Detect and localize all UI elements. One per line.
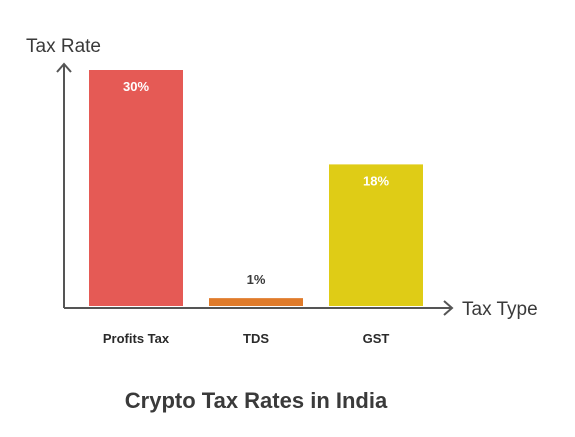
- value-labels: 30% 1% 18%: [123, 79, 389, 287]
- category-label: Profits Tax: [103, 331, 170, 346]
- chart-title: Crypto Tax Rates in India: [125, 388, 388, 413]
- bar-tds: [209, 298, 303, 306]
- bars: [89, 70, 423, 306]
- category-label: GST: [363, 331, 390, 346]
- axes: [56, 62, 454, 316]
- y-axis-title: Tax Rate: [26, 36, 101, 57]
- bar-profits-tax: [89, 70, 183, 306]
- value-label: 30%: [123, 79, 149, 94]
- value-label: 18%: [363, 173, 389, 188]
- category-label: TDS: [243, 331, 269, 346]
- x-axis-title: Tax Type: [462, 299, 538, 320]
- value-label: 1%: [247, 272, 266, 287]
- category-labels: Profits Tax TDS GST: [103, 331, 390, 346]
- x-axis-arrow-icon: [443, 300, 454, 316]
- y-axis-arrow-icon: [56, 62, 72, 73]
- bar-gst: [329, 164, 423, 306]
